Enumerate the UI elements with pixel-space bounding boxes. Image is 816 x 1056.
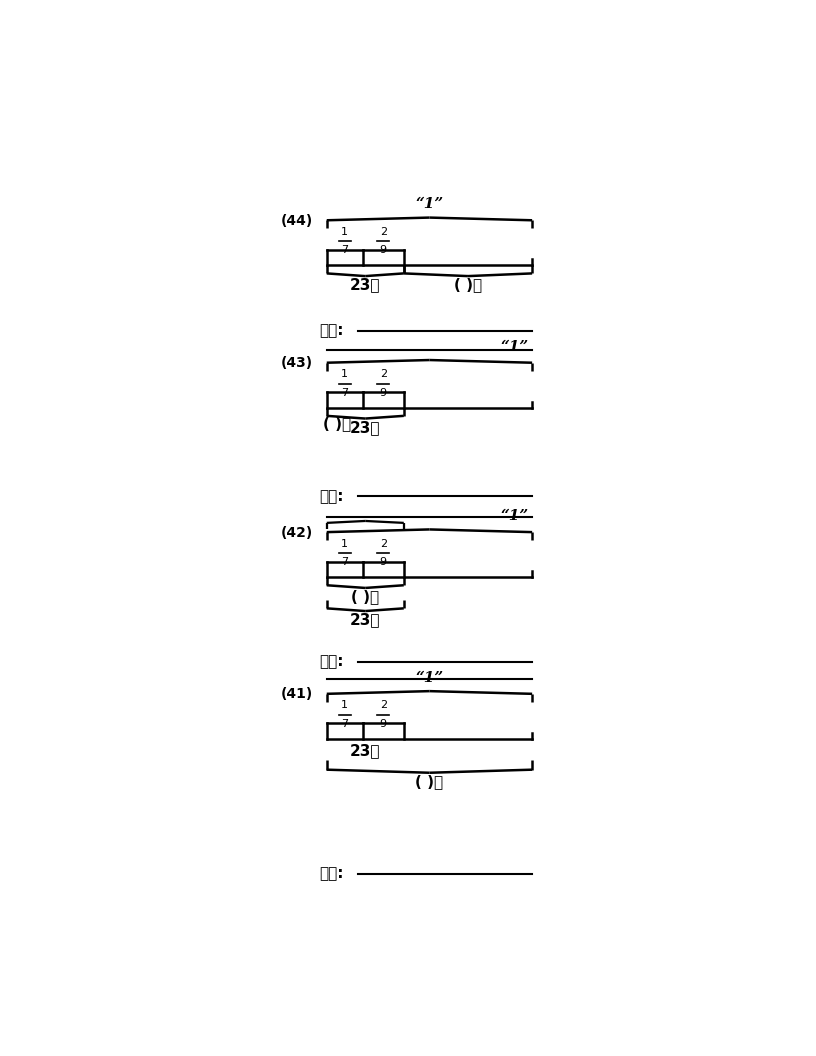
Text: 列式:: 列式: xyxy=(319,323,344,338)
Text: (43): (43) xyxy=(280,356,313,370)
Text: “1”: “1” xyxy=(415,197,444,211)
Text: 列式:: 列式: xyxy=(319,866,344,881)
Text: 1: 1 xyxy=(341,700,348,711)
Text: 2: 2 xyxy=(379,700,387,711)
Text: ( )米: ( )米 xyxy=(415,774,444,789)
Text: “1”: “1” xyxy=(415,671,444,685)
Text: 7: 7 xyxy=(341,245,348,256)
Text: 1: 1 xyxy=(341,227,348,237)
Text: ( )米: ( )米 xyxy=(454,278,482,293)
Text: 7: 7 xyxy=(341,558,348,567)
Text: 9: 9 xyxy=(379,245,387,256)
Text: ( )米: ( )米 xyxy=(323,416,351,431)
Text: 9: 9 xyxy=(379,719,387,729)
Text: 23米: 23米 xyxy=(350,743,380,758)
Text: 7: 7 xyxy=(341,719,348,729)
Text: 23米: 23米 xyxy=(350,278,380,293)
Text: 1: 1 xyxy=(341,539,348,549)
Text: 23米: 23米 xyxy=(350,612,380,627)
Text: “1”: “1” xyxy=(500,340,528,354)
Text: 2: 2 xyxy=(379,539,387,549)
Text: 7: 7 xyxy=(341,388,348,398)
Text: 1: 1 xyxy=(341,370,348,379)
Text: 列式:: 列式: xyxy=(319,489,344,504)
Text: “1”: “1” xyxy=(500,509,528,524)
Text: (44): (44) xyxy=(280,213,313,228)
Text: 列式:: 列式: xyxy=(319,655,344,670)
Text: 2: 2 xyxy=(379,227,387,237)
Text: 9: 9 xyxy=(379,558,387,567)
Text: 9: 9 xyxy=(379,388,387,398)
Text: 23米: 23米 xyxy=(350,420,380,435)
Text: (42): (42) xyxy=(280,526,313,540)
Text: ( )米: ( )米 xyxy=(351,589,379,604)
Text: 2: 2 xyxy=(379,370,387,379)
Text: (41): (41) xyxy=(280,687,313,701)
